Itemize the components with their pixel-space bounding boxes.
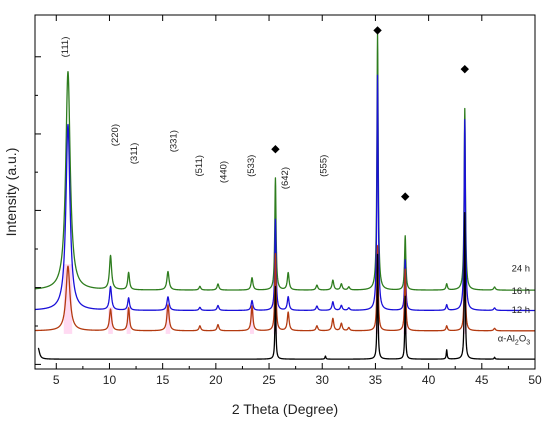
x-tick-label-7: 40 xyxy=(422,373,436,387)
series-line-0 xyxy=(35,33,535,291)
peak-label-2: (311) xyxy=(129,143,140,164)
peak-label-6: (533) xyxy=(246,155,257,177)
highlight-band-1 xyxy=(108,307,113,334)
diamond-marker-1 xyxy=(373,26,382,35)
peak-label-7: (642) xyxy=(280,167,291,189)
series-line-1 xyxy=(35,74,535,312)
series-label-0: 24 h xyxy=(512,264,530,275)
x-tick-label-9: 50 xyxy=(528,373,542,387)
x-tick-label-3: 20 xyxy=(209,373,223,387)
peak-label-5: (440) xyxy=(219,161,230,183)
plot-area: (111) (220) (311) (331) (511) (440) (533) (642)… xyxy=(35,26,535,360)
x-tick-label-0: 5 xyxy=(53,373,60,387)
x-tick-label-6: 35 xyxy=(369,373,383,387)
diamond-marker-3 xyxy=(460,64,469,74)
x-tick-label-4: 25 xyxy=(262,373,276,387)
peak-label-0: (111) xyxy=(60,37,71,58)
series-group xyxy=(35,33,535,360)
x-axis-title: 2 Theta (Degree) xyxy=(232,401,338,417)
series-label-1: 16 h xyxy=(512,286,530,297)
plot-frame xyxy=(34,14,536,370)
diamond-marker-2 xyxy=(401,192,410,201)
peak-label-1: (220) xyxy=(110,124,121,146)
x-tick-label-1: 10 xyxy=(103,373,117,387)
peak-label-8: (555) xyxy=(319,155,330,177)
y-axis-title: Intensity (a.u.) xyxy=(3,148,19,237)
series-line-3 xyxy=(37,211,535,360)
diamond-marker-0 xyxy=(271,145,280,154)
peak-label-3: (331) xyxy=(169,130,180,152)
peak-label-4: (511) xyxy=(194,155,205,176)
x-tick-label-2: 15 xyxy=(156,373,170,387)
highlight-band-4 xyxy=(250,304,255,334)
highlight-band-2 xyxy=(126,306,131,334)
highlight-band-3 xyxy=(165,302,171,334)
highlight-band-0 xyxy=(63,264,73,334)
series-label-2: 12 h xyxy=(512,305,530,316)
x-tick-label-8: 45 xyxy=(475,373,489,387)
x-tick-label-5: 30 xyxy=(316,373,330,387)
axes: 5 10 15 20 25 30 35 40 45 50 xyxy=(35,15,542,387)
series-line-2 xyxy=(35,245,535,332)
series-label-3: α-Al2O3 xyxy=(498,333,530,346)
